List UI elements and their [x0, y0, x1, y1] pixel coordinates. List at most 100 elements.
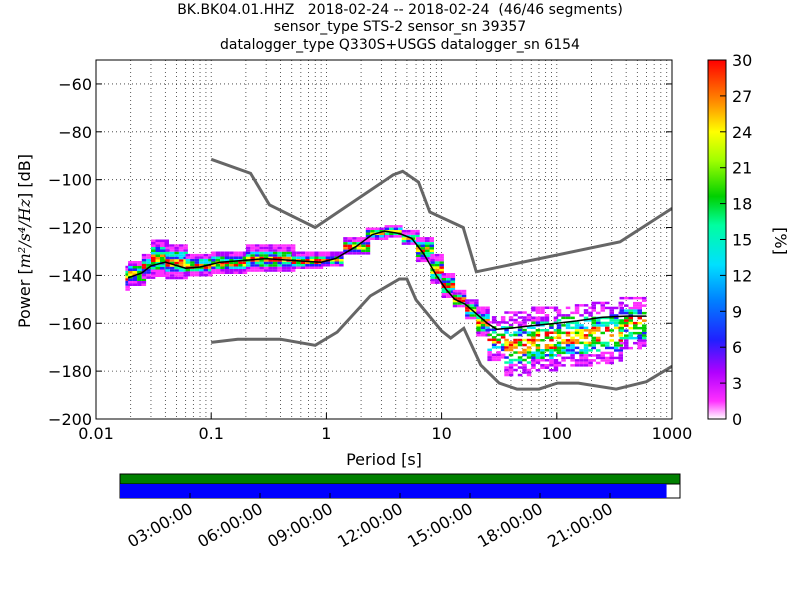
histogram-cell [263, 254, 269, 257]
histogram-cell [508, 358, 514, 362]
histogram-cell [220, 254, 225, 257]
histogram-cell [211, 251, 216, 254]
histogram-cell [491, 318, 497, 322]
histogram-cell [588, 306, 593, 310]
histogram-cell [125, 285, 130, 289]
histogram-cell [591, 336, 596, 340]
histogram-cell [619, 321, 624, 325]
histogram-cell [272, 269, 278, 272]
histogram-cell [165, 276, 170, 280]
histogram-cell [330, 264, 335, 267]
histogram-cell [591, 326, 596, 330]
histogram-cell [565, 339, 571, 342]
histogram-cell [420, 247, 425, 250]
y-tick-label: −120 [48, 219, 92, 238]
histogram-cell [487, 356, 492, 359]
histogram-cell [500, 321, 506, 324]
histogram-cell [637, 334, 642, 337]
histogram-cell [361, 252, 366, 255]
histogram-cell [434, 263, 440, 267]
histogram-cell [420, 249, 425, 253]
histogram-cell [522, 331, 527, 334]
histogram-cell [325, 264, 331, 267]
histogram-cell [410, 237, 416, 240]
histogram-cell [194, 256, 200, 259]
histogram-cell [347, 252, 353, 255]
histogram-cell [211, 266, 216, 269]
histogram-cell [434, 253, 440, 257]
histogram-cell [633, 341, 638, 345]
histogram-cell [305, 259, 310, 262]
histogram-cell [549, 359, 554, 362]
histogram-cell [185, 258, 191, 262]
histogram-cell [614, 316, 619, 320]
histogram-cell [553, 309, 559, 312]
histogram-cell [410, 239, 416, 243]
histogram-cell [504, 341, 509, 344]
histogram-cell [296, 261, 301, 264]
histogram-cell [425, 249, 430, 253]
histogram-cell [591, 354, 596, 357]
histogram-cell [561, 316, 566, 320]
histogram-cell [439, 258, 444, 262]
histogram-cell [531, 306, 536, 309]
histogram-cell [393, 232, 399, 236]
histogram-cell [452, 304, 458, 308]
data-coverage-timeline: 03:00:0006:00:0009:00:0012:00:0015:00:00… [119, 473, 681, 551]
histogram-cell [480, 316, 486, 319]
histogram-cell [441, 295, 447, 298]
histogram-cell [155, 249, 160, 252]
histogram-cell [321, 254, 326, 257]
histogram-cell [517, 321, 523, 324]
histogram-cell [496, 351, 501, 354]
histogram-cell [465, 309, 470, 312]
histogram-cell [624, 321, 629, 325]
histogram-cell [434, 261, 440, 264]
histogram-cell [583, 311, 589, 315]
histogram-cell [263, 259, 269, 262]
histogram-cell [591, 359, 596, 362]
histogram-cell [600, 351, 605, 355]
histogram-cell [384, 225, 390, 228]
histogram-cell [318, 259, 324, 262]
histogram-cell [250, 246, 255, 250]
histogram-cell [220, 264, 225, 267]
colorbar-tick-label: 18 [732, 195, 752, 214]
histogram-cell [605, 301, 610, 305]
histogram-cell [296, 256, 301, 259]
histogram-cell [574, 364, 580, 367]
histogram-cell [125, 268, 130, 271]
histogram-cell [361, 244, 366, 248]
colorbar-tick-label: 3 [732, 374, 742, 393]
histogram-cell [565, 351, 571, 355]
histogram-cell [619, 311, 624, 315]
histogram-cell [565, 349, 571, 352]
histogram-cell [513, 363, 518, 367]
histogram-cell [190, 256, 195, 259]
histogram-cell [242, 256, 248, 259]
histogram-cell [609, 356, 614, 360]
histogram-cell [570, 359, 575, 362]
histogram-cell [300, 254, 306, 257]
histogram-cell [245, 261, 251, 265]
histogram-cell [618, 351, 623, 355]
histogram-cell [508, 363, 514, 367]
histogram-cell [199, 263, 204, 267]
histogram-cell [591, 329, 596, 332]
histogram-cell [513, 338, 518, 342]
histogram-cell [600, 321, 605, 325]
histogram-cell [553, 344, 559, 347]
histogram-cell [633, 326, 638, 330]
histogram-cell [169, 259, 175, 262]
histogram-cell [588, 331, 593, 335]
histogram-cell [517, 316, 523, 319]
histogram-cell [531, 316, 536, 319]
histogram-cell [596, 356, 601, 360]
histogram-cell [238, 264, 243, 267]
histogram-cell [487, 321, 492, 324]
histogram-cell [609, 311, 614, 315]
histogram-cell [242, 251, 248, 254]
histogram-cell [165, 249, 170, 252]
histogram-cell [544, 334, 550, 337]
histogram-cell [384, 232, 390, 236]
